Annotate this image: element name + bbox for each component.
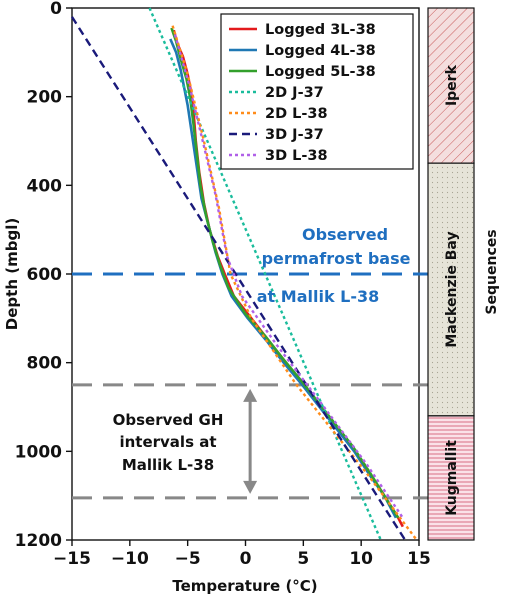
permafrost-annotation-line1: Observed — [302, 225, 388, 244]
y-tick-label: 400 — [27, 176, 63, 196]
legend-label: Logged 4L-38 — [265, 43, 376, 59]
series-line-3d-l-38 — [173, 34, 404, 519]
x-tick-label: 10 — [349, 549, 373, 569]
y-tick-label: 800 — [27, 354, 63, 374]
y-tick-label: 200 — [27, 88, 63, 108]
legend: Logged 3L-38 Logged 4L-38 Logged 5L-38 2D J… — [220, 13, 414, 170]
y-tick-label: 1200 — [15, 531, 62, 551]
gh-arrow-head-bottom — [243, 480, 258, 494]
gh-annotation-box — [96, 405, 240, 478]
sequence-label: Mackenzie Bay — [444, 231, 460, 347]
y-tick-label: 0 — [50, 0, 62, 19]
x-axis-label: Temperature (°C) — [172, 577, 317, 595]
y-tick-label: 1000 — [15, 442, 62, 462]
legend-label: 2D L-38 — [265, 106, 328, 122]
gh-interval-arrow — [243, 388, 258, 494]
gh-annotation-line3: Mallik L-38 — [122, 456, 214, 474]
series-line-logged-5l-38 — [170, 27, 400, 519]
y-axis-label: Depth (mbgl) — [3, 218, 21, 330]
series-line-2d-j-37 — [148, 7, 382, 541]
sequence-band-mackenzie-bay — [427, 162, 475, 417]
gh-arrow-head-top — [243, 388, 258, 402]
sequence-label: Iperk — [444, 64, 460, 106]
x-tick-label: 0 — [240, 549, 252, 569]
axis-ticks: −15 −10 −5 0 5 10 15 0 200 400 600 800 1000 1200 — [15, 0, 431, 569]
reference-lines — [72, 272, 430, 500]
x-tick-label: −10 — [111, 549, 149, 569]
x-tick-label: 15 — [407, 549, 431, 569]
x-tick-label: −15 — [53, 549, 91, 569]
legend-label: 3D L-38 — [265, 148, 328, 164]
series-layer — [70, 7, 418, 541]
series-line-2d-l-38 — [171, 25, 418, 541]
legend-label: Logged 5L-38 — [265, 64, 376, 80]
sequence-label: Kugmallit — [444, 440, 460, 516]
y-tick-label: 600 — [27, 265, 63, 285]
sequences-title: Sequences — [484, 229, 500, 314]
permafrost-annotation-line2: permafrost base — [262, 249, 411, 268]
legend-label: 3D J-37 — [265, 127, 324, 143]
sequence-band-kugmallit — [427, 415, 475, 541]
x-tick-label: −5 — [175, 549, 201, 569]
sequences-column: Iperk Mackenzie Bay Kugmallit — [427, 7, 475, 541]
gh-annotation-line2: intervals at — [119, 433, 216, 451]
x-tick-label: 5 — [297, 549, 309, 569]
permafrost-annotation-line3: at Mallik L-38 — [257, 287, 380, 306]
legend-label: 2D J-37 — [265, 85, 324, 101]
legend-label: Logged 3L-38 — [265, 22, 376, 38]
gh-annotation-line1: Observed GH — [113, 411, 224, 429]
